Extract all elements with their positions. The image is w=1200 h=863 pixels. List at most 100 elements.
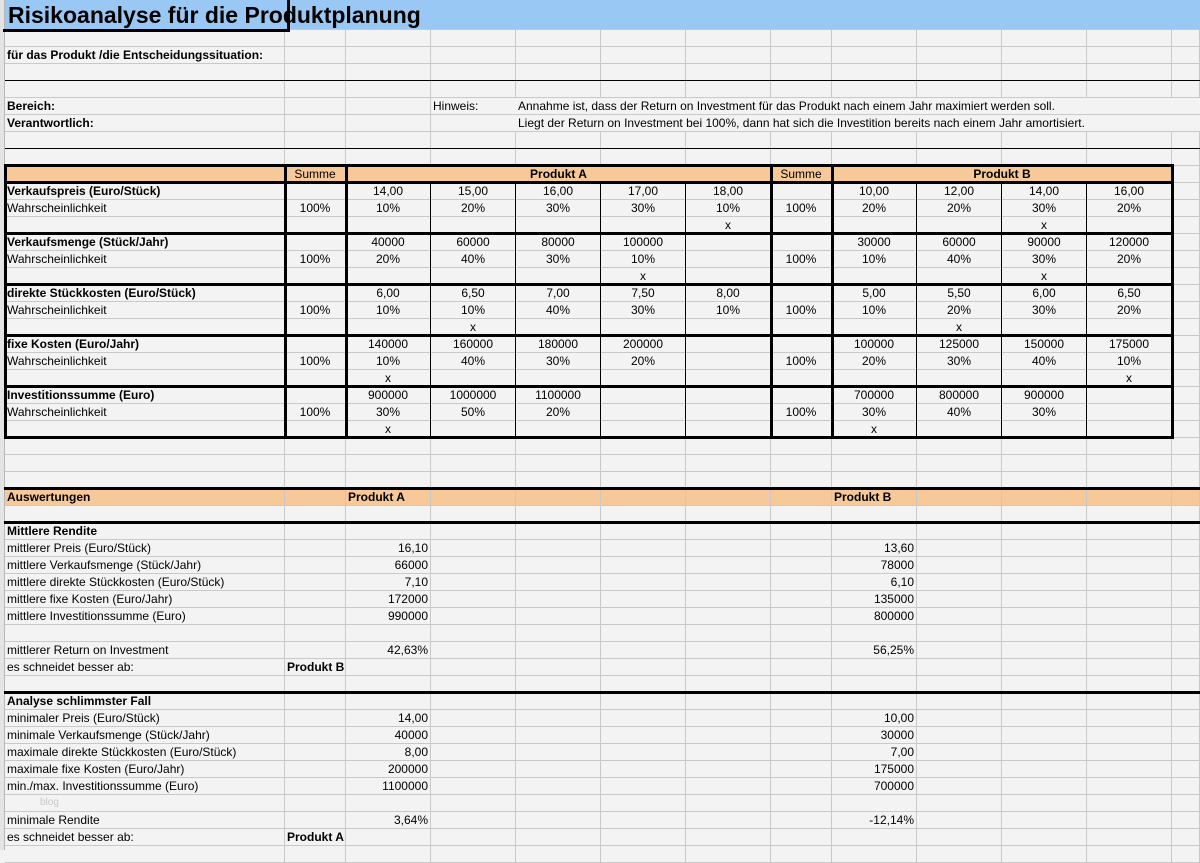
cell-L20[interactable]: 175000 xyxy=(1087,336,1172,353)
cell-C46[interactable]: 1100000 xyxy=(346,778,431,795)
cell-H45[interactable] xyxy=(771,761,832,778)
cell-L11[interactable]: 16,00 xyxy=(1087,183,1172,200)
cell-I18[interactable]: 10% xyxy=(832,302,917,319)
cell-E17[interactable]: 7,00 xyxy=(516,285,601,302)
cell-K15[interactable]: 30% xyxy=(1002,251,1087,268)
cell-F43[interactable] xyxy=(601,727,686,744)
cell-J32[interactable] xyxy=(917,540,1002,557)
cell-M23[interactable] xyxy=(1172,387,1200,404)
cell-L36[interactable] xyxy=(1087,608,1172,625)
cell-I34[interactable]: 6,10 xyxy=(832,574,917,591)
cell-G2[interactable] xyxy=(686,30,771,47)
cell-E8[interactable] xyxy=(516,132,601,149)
cell-M32[interactable] xyxy=(1172,540,1200,557)
cell-I41[interactable] xyxy=(832,693,917,710)
cell-H44[interactable] xyxy=(771,744,832,761)
cell-L32[interactable] xyxy=(1087,540,1172,557)
cell-D31[interactable] xyxy=(431,523,516,540)
cell-B31[interactable] xyxy=(285,523,346,540)
cell-K38[interactable] xyxy=(1002,642,1087,659)
cell-F15[interactable]: 10% xyxy=(601,251,686,268)
cell-F3[interactable] xyxy=(601,47,686,64)
cell-G21[interactable] xyxy=(686,353,771,370)
cell-I12[interactable]: 20% xyxy=(832,200,917,217)
cell-D49[interactable] xyxy=(431,829,516,846)
cell-B14[interactable] xyxy=(285,234,346,251)
cell-K2[interactable] xyxy=(1002,30,1087,47)
cell-M24[interactable] xyxy=(1172,404,1200,421)
cell-G11[interactable]: 18,00 xyxy=(686,183,771,200)
cell-I21[interactable]: 20% xyxy=(832,353,917,370)
cell-D7[interactable] xyxy=(431,115,516,132)
cell-F47[interactable] xyxy=(601,795,686,812)
cell-J31[interactable] xyxy=(917,523,1002,540)
cell-D27[interactable] xyxy=(431,455,516,472)
cell-B29[interactable] xyxy=(285,489,346,506)
cell-C34[interactable]: 7,10 xyxy=(346,574,431,591)
cell-L47[interactable] xyxy=(1087,795,1172,812)
cell-G29[interactable] xyxy=(686,489,771,506)
cell-I37[interactable] xyxy=(832,625,917,642)
cell-B3[interactable] xyxy=(285,47,346,64)
cell-I45[interactable]: 175000 xyxy=(832,761,917,778)
cell-D29[interactable] xyxy=(431,489,516,506)
cell-C2[interactable] xyxy=(346,30,431,47)
cell-I27[interactable] xyxy=(832,455,917,472)
cell-B8[interactable] xyxy=(285,132,346,149)
cell-J41[interactable] xyxy=(917,693,1002,710)
cell-M2[interactable] xyxy=(1172,30,1200,47)
cell-A35[interactable]: mittlere fixe Kosten (Euro/Jahr) xyxy=(5,591,285,608)
cell-G37[interactable] xyxy=(686,625,771,642)
cell-D20[interactable]: 160000 xyxy=(431,336,516,353)
cell-M13[interactable] xyxy=(1172,217,1200,234)
cell-M19[interactable] xyxy=(1172,319,1200,336)
cell-D2[interactable] xyxy=(431,30,516,47)
cell-A45[interactable]: maximale fixe Kosten (Euro/Jahr) xyxy=(5,761,285,778)
cell-F42[interactable] xyxy=(601,710,686,727)
cell-G39[interactable] xyxy=(686,659,771,676)
cell-A24[interactable]: Wahrscheinlichkeit xyxy=(5,404,285,421)
cell-L45[interactable] xyxy=(1087,761,1172,778)
cell-C37[interactable] xyxy=(346,625,431,642)
cell-K35[interactable] xyxy=(1002,591,1087,608)
cell-M11[interactable] xyxy=(1172,183,1200,200)
cell-J34[interactable] xyxy=(917,574,1002,591)
cell-E15[interactable]: 30% xyxy=(516,251,601,268)
cell-K4[interactable] xyxy=(1002,64,1087,81)
cell-F12[interactable]: 30% xyxy=(601,200,686,217)
cell-B49[interactable]: Produkt A xyxy=(285,829,346,846)
cell-K18[interactable]: 30% xyxy=(1002,302,1087,319)
cell-D37[interactable] xyxy=(431,625,516,642)
cell-J36[interactable] xyxy=(917,608,1002,625)
cell-G34[interactable] xyxy=(686,574,771,591)
cell-M27[interactable] xyxy=(1172,455,1200,472)
cell-M5[interactable] xyxy=(1172,81,1200,98)
cell-H12[interactable]: 100% xyxy=(771,200,832,217)
cell-C36[interactable]: 990000 xyxy=(346,608,431,625)
cell-A12[interactable]: Wahrscheinlichkeit xyxy=(5,200,285,217)
cell-D33[interactable] xyxy=(431,557,516,574)
cell-K23[interactable]: 900000 xyxy=(1002,387,1087,404)
cell-H43[interactable] xyxy=(771,727,832,744)
cell-L49[interactable] xyxy=(1087,829,1172,846)
cell-J17[interactable]: 5,50 xyxy=(917,285,1002,302)
cell-F46[interactable] xyxy=(601,778,686,795)
cell-I14[interactable]: 30000 xyxy=(832,234,917,251)
cell-A29[interactable]: Auswertungen xyxy=(5,489,285,506)
cell-F35[interactable] xyxy=(601,591,686,608)
cell-B34[interactable] xyxy=(285,574,346,591)
cell-B2[interactable] xyxy=(285,30,346,47)
cell-K45[interactable] xyxy=(1002,761,1087,778)
cell-D18[interactable]: 10% xyxy=(431,302,516,319)
cell-M36[interactable] xyxy=(1172,608,1200,625)
cell-F41[interactable] xyxy=(601,693,686,710)
cell-B23[interactable] xyxy=(285,387,346,404)
cell-J18[interactable]: 20% xyxy=(917,302,1002,319)
cell-J4[interactable] xyxy=(917,64,1002,81)
cell-I17[interactable]: 5,00 xyxy=(832,285,917,302)
cell-L33[interactable] xyxy=(1087,557,1172,574)
cell-B24[interactable]: 100% xyxy=(285,404,346,421)
cell-K24[interactable]: 30% xyxy=(1002,404,1087,421)
cell-J23[interactable]: 800000 xyxy=(917,387,1002,404)
cell-E27[interactable] xyxy=(516,455,601,472)
